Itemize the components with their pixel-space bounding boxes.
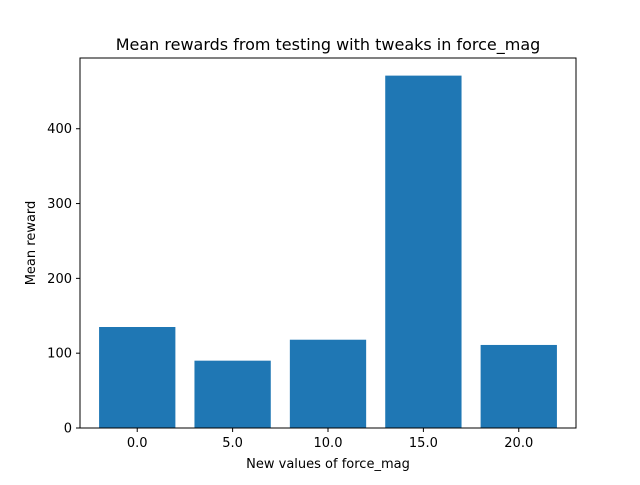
- x-tick-label: 10.0: [314, 436, 343, 451]
- x-axis-label: New values of force_mag: [246, 457, 410, 472]
- x-axis-ticks: 0.0 5.0 10.0 15.0 20.0: [127, 428, 533, 451]
- y-tick-label: 0: [64, 422, 72, 437]
- y-tick-label: 100: [47, 347, 72, 362]
- chart-title: Mean rewards from testing with tweaks in…: [116, 35, 541, 55]
- y-axis-ticks: 0 100 200 300 400: [47, 122, 80, 437]
- bar: [194, 360, 271, 428]
- y-tick-label: 200: [47, 272, 72, 287]
- bars-group: [99, 75, 557, 428]
- bar: [480, 344, 557, 428]
- x-tick-label: 20.0: [504, 436, 533, 451]
- bar: [289, 339, 367, 428]
- plot-frame: [79, 57, 577, 429]
- x-tick-label: 15.0: [409, 436, 438, 451]
- bar: [99, 326, 176, 428]
- bar: [385, 75, 462, 428]
- y-axis-label: Mean reward: [24, 201, 39, 286]
- x-tick-label: 5.0: [222, 436, 243, 451]
- y-tick-label: 400: [47, 122, 72, 137]
- x-tick-label: 0.0: [127, 436, 148, 451]
- y-tick-label: 300: [47, 197, 72, 212]
